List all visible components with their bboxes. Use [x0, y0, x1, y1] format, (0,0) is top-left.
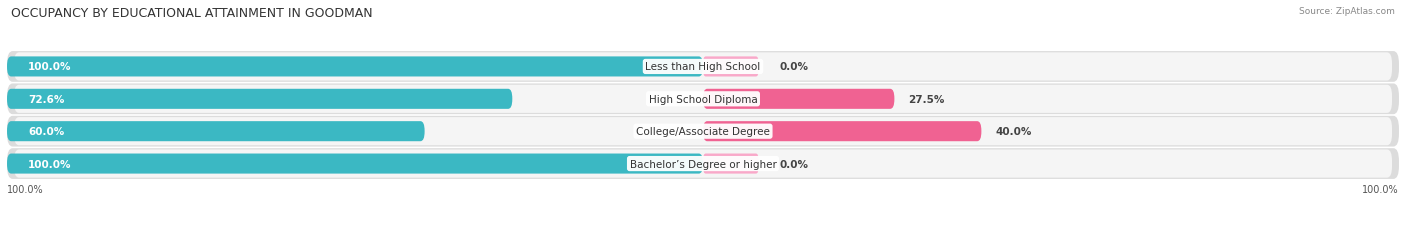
- Text: 100.0%: 100.0%: [28, 159, 72, 169]
- FancyBboxPatch shape: [7, 89, 512, 109]
- Text: OCCUPANCY BY EDUCATIONAL ATTAINMENT IN GOODMAN: OCCUPANCY BY EDUCATIONAL ATTAINMENT IN G…: [11, 7, 373, 20]
- FancyBboxPatch shape: [7, 122, 425, 142]
- FancyBboxPatch shape: [7, 154, 703, 174]
- Text: 27.5%: 27.5%: [908, 94, 945, 104]
- Text: 0.0%: 0.0%: [779, 62, 808, 72]
- FancyBboxPatch shape: [703, 122, 981, 142]
- FancyBboxPatch shape: [7, 57, 703, 77]
- FancyBboxPatch shape: [703, 57, 759, 77]
- Text: College/Associate Degree: College/Associate Degree: [636, 127, 770, 137]
- Text: 72.6%: 72.6%: [28, 94, 65, 104]
- Text: Less than High School: Less than High School: [645, 62, 761, 72]
- FancyBboxPatch shape: [7, 149, 1399, 179]
- FancyBboxPatch shape: [7, 52, 1399, 82]
- Text: High School Diploma: High School Diploma: [648, 94, 758, 104]
- Text: 0.0%: 0.0%: [779, 159, 808, 169]
- FancyBboxPatch shape: [14, 53, 1392, 81]
- FancyBboxPatch shape: [7, 84, 1399, 115]
- Text: Bachelor’s Degree or higher: Bachelor’s Degree or higher: [630, 159, 776, 169]
- FancyBboxPatch shape: [14, 150, 1392, 178]
- FancyBboxPatch shape: [14, 85, 1392, 113]
- Text: 60.0%: 60.0%: [28, 127, 65, 137]
- Text: 100.0%: 100.0%: [28, 62, 72, 72]
- FancyBboxPatch shape: [7, 116, 1399, 147]
- FancyBboxPatch shape: [14, 118, 1392, 146]
- Text: 100.0%: 100.0%: [1362, 184, 1399, 194]
- Text: 40.0%: 40.0%: [995, 127, 1032, 137]
- FancyBboxPatch shape: [703, 89, 894, 109]
- Text: 100.0%: 100.0%: [7, 184, 44, 194]
- FancyBboxPatch shape: [703, 154, 759, 174]
- Text: Source: ZipAtlas.com: Source: ZipAtlas.com: [1299, 7, 1395, 16]
